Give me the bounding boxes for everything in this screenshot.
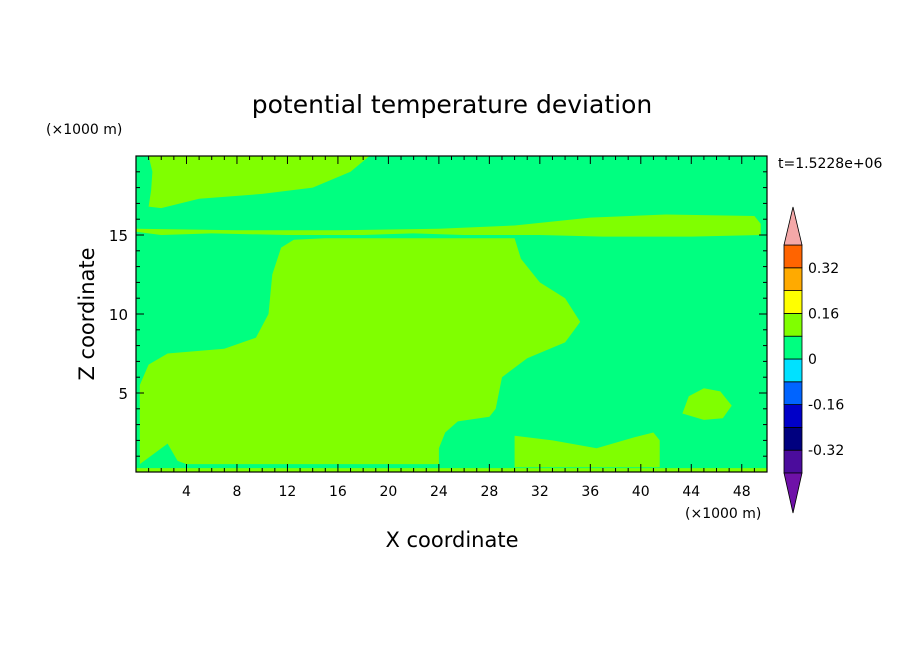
x-tick-label: 12 bbox=[279, 484, 297, 500]
colorbar-label: -0.16 bbox=[808, 398, 844, 414]
chart-title: potential temperature deviation bbox=[252, 90, 652, 119]
y-tick-label: 5 bbox=[118, 385, 128, 403]
positive-region-bottom-right bbox=[514, 432, 660, 468]
colorbar: 0.32 0.16 0 -0.16 -0.32 bbox=[783, 206, 844, 514]
colorbar-segment bbox=[783, 381, 803, 405]
x-tick-label: 32 bbox=[531, 484, 549, 500]
time-label: t=1.5228e+06 bbox=[778, 156, 882, 172]
x-tick-label: 8 bbox=[232, 484, 241, 500]
colorbar-label: 0.16 bbox=[808, 306, 839, 322]
colorbar-label: 0.32 bbox=[808, 261, 839, 277]
positive-blob-44km bbox=[682, 388, 732, 420]
colorbar-label: -0.32 bbox=[808, 443, 844, 459]
colorbar-segment bbox=[783, 404, 803, 428]
y-tick-label: 15 bbox=[109, 227, 128, 245]
colorbar-label: 0 bbox=[808, 352, 817, 368]
y-tick-label: 10 bbox=[109, 306, 128, 324]
colorbar-segment bbox=[783, 244, 803, 269]
colorbar-under-arrow bbox=[783, 472, 803, 514]
colorbar-segment bbox=[783, 358, 803, 383]
x-tick-label: 36 bbox=[581, 484, 599, 500]
x-tick-label: 44 bbox=[682, 484, 700, 500]
x-tick-label: 20 bbox=[379, 484, 397, 500]
x-tick-label: 24 bbox=[430, 484, 448, 500]
colorbar-segment bbox=[783, 290, 803, 314]
x-tick-label: 40 bbox=[632, 484, 650, 500]
y-unit-label: (×1000 m) bbox=[46, 122, 122, 138]
colorbar-segment bbox=[783, 449, 803, 474]
x-axis-label: X coordinate bbox=[385, 528, 518, 552]
x-tick-label: 48 bbox=[733, 484, 751, 500]
colorbar-segment bbox=[783, 267, 803, 291]
positive-band-15km bbox=[136, 214, 761, 237]
colorbar-segment bbox=[783, 335, 803, 360]
x-tick-label: 4 bbox=[182, 484, 191, 500]
x-unit-label: (×1000 m) bbox=[685, 506, 761, 522]
positive-region-top bbox=[148, 156, 370, 209]
x-tick-label: 16 bbox=[329, 484, 347, 500]
colorbar-over-arrow bbox=[783, 206, 803, 246]
y-axis-label: Z coordinate bbox=[75, 247, 99, 380]
x-tick-label: 28 bbox=[480, 484, 498, 500]
positive-region-main bbox=[139, 238, 581, 465]
colorbar-segment bbox=[783, 426, 803, 451]
colorbar-segment bbox=[783, 312, 803, 337]
